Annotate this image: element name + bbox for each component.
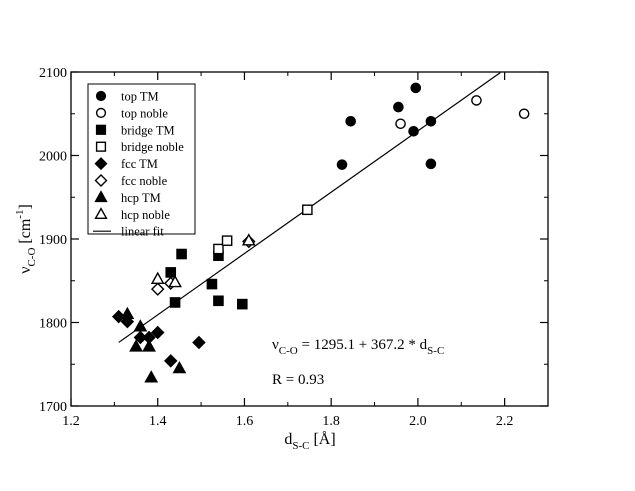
y-tick-label: 2100 [39, 66, 67, 81]
x-tick-label: 1.8 [322, 414, 340, 429]
legend-label: hcp TM [121, 191, 161, 205]
data-point [213, 243, 224, 255]
x-tick-label: 2.0 [409, 414, 427, 429]
data-point [408, 125, 419, 137]
data-point [206, 278, 218, 290]
r-value: R = 0.93 [272, 372, 324, 388]
data-point [144, 370, 159, 383]
data-point [425, 115, 437, 127]
legend-label: top TM [121, 90, 159, 104]
data-point [133, 330, 148, 345]
legend-marker [95, 124, 107, 135]
data-point [150, 282, 165, 296]
legend-label: top noble [121, 106, 168, 120]
x-axis-label: dS-C [Å] [284, 430, 335, 452]
legend-marker [94, 174, 108, 187]
fit-equation: νC-O = 1295.1 + 367.2 * dS-C [272, 337, 444, 357]
data-point [176, 248, 187, 260]
legend-marker [94, 157, 108, 171]
data-point [120, 306, 135, 320]
legend-box [87, 83, 196, 235]
data-point [236, 298, 248, 310]
x-tick-label: 2.2 [496, 414, 514, 429]
data-point [395, 118, 406, 130]
data-point [150, 325, 165, 340]
data-point [168, 275, 182, 288]
data-point [425, 158, 437, 170]
data-point [163, 354, 178, 368]
x-tick-label: 1.2 [62, 414, 80, 429]
legend-label: hcp noble [121, 208, 170, 222]
data-point [241, 233, 256, 246]
legend: top TM top noble bridge TM bridge noble fcc … [93, 90, 184, 239]
y-tick-label: 1900 [39, 233, 67, 248]
axis-tick-labels: 1.2 1.4 1.6 1.8 2.0 2.2 1700 1800 1900 2000 2100 [39, 66, 513, 429]
data-point [172, 361, 187, 374]
data-point [150, 271, 165, 284]
data-point [410, 82, 422, 94]
legend-marker [94, 207, 108, 220]
data-point [165, 267, 177, 278]
data-point [302, 204, 313, 216]
data-point [133, 319, 148, 332]
y-tick-label: 1700 [39, 400, 67, 415]
legend-marker [95, 90, 107, 102]
data-point [471, 95, 482, 106]
legend-marker [95, 141, 107, 152]
legend-label: fcc TM [121, 157, 158, 171]
data-point [129, 339, 143, 352]
data-point [345, 115, 356, 127]
legend-label: bridge TM [121, 123, 175, 137]
y-tick-label: 1800 [39, 317, 67, 332]
data-point [393, 101, 404, 113]
data-point [111, 309, 126, 324]
axis-ticks [70, 71, 549, 407]
y-axis-label: νC-O [cm-1] [14, 204, 38, 274]
data-point [169, 297, 181, 308]
data-point [213, 295, 224, 307]
data-points [111, 82, 530, 383]
legend-label: linear fit [121, 225, 164, 239]
data-point [142, 339, 156, 352]
legend-label: fcc noble [121, 174, 168, 188]
legend-label: bridge noble [121, 140, 184, 154]
data-point [518, 108, 530, 120]
data-point [192, 335, 206, 350]
x-tick-label: 1.4 [149, 414, 167, 429]
legend-marker [94, 190, 108, 203]
data-point [221, 235, 233, 246]
legend-marker [95, 107, 107, 119]
y-tick-label: 2000 [39, 150, 67, 165]
x-tick-label: 1.6 [236, 414, 254, 429]
data-point [336, 159, 348, 170]
